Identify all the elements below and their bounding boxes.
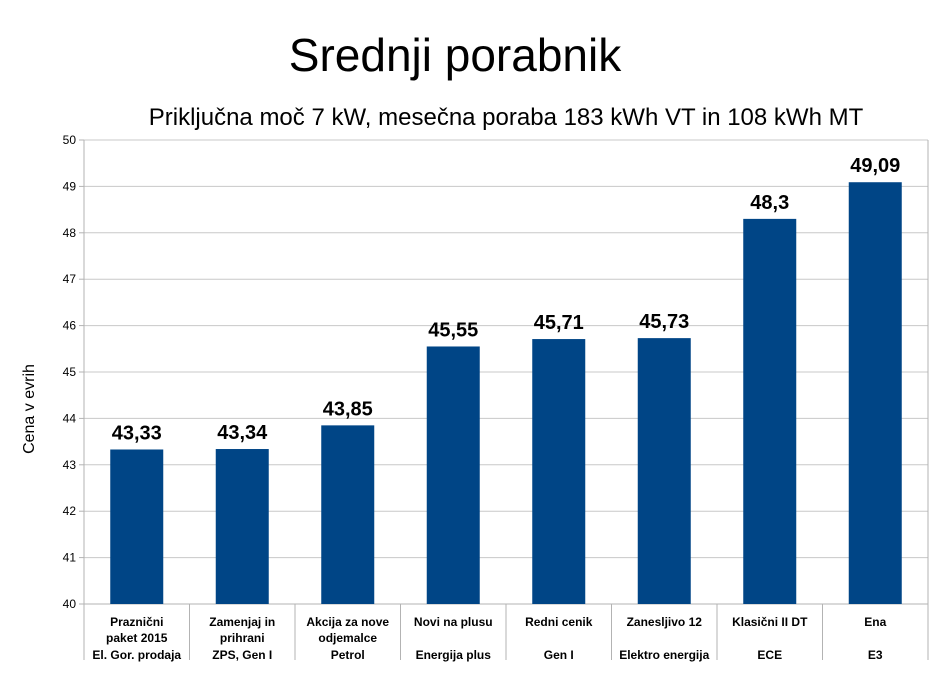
category-label: Klasični II DT bbox=[732, 615, 808, 629]
data-label: 48,3 bbox=[750, 192, 789, 214]
category-supplier-label: ZPS, Gen I bbox=[212, 648, 272, 662]
category-label: odjemalce bbox=[318, 631, 377, 645]
bar bbox=[848, 182, 902, 604]
category-label: Zanesljivo 12 bbox=[627, 615, 703, 629]
y-tick-label: 43 bbox=[63, 458, 77, 472]
y-tick-label: 40 bbox=[63, 597, 77, 611]
y-tick-label: 42 bbox=[63, 504, 77, 518]
category-supplier-label: Petrol bbox=[331, 648, 365, 662]
data-label: 49,09 bbox=[850, 155, 900, 177]
category-label: paket 2015 bbox=[106, 631, 168, 645]
y-tick-label: 49 bbox=[63, 179, 77, 193]
category-label: Redni cenik bbox=[525, 615, 593, 629]
y-tick-label: 41 bbox=[63, 551, 77, 565]
bar bbox=[637, 338, 691, 604]
y-tick-label: 45 bbox=[63, 365, 77, 379]
category-label: prihrani bbox=[220, 631, 265, 645]
category-supplier-label: E3 bbox=[868, 648, 883, 662]
y-tick-label: 50 bbox=[63, 133, 77, 147]
category-supplier-label: Gen I bbox=[544, 648, 574, 662]
category-label: Novi na plusu bbox=[414, 615, 493, 629]
y-tick-label: 48 bbox=[63, 226, 77, 240]
bar bbox=[321, 425, 375, 604]
bar bbox=[215, 449, 269, 604]
y-tick-label: 44 bbox=[63, 411, 77, 425]
data-label: 43,33 bbox=[112, 422, 162, 444]
category-supplier-label: Energija plus bbox=[416, 648, 492, 662]
category-label: Praznični bbox=[110, 615, 163, 629]
category-label: Ena bbox=[864, 615, 886, 629]
category-supplier-label: ECE bbox=[757, 648, 782, 662]
y-tick-label: 46 bbox=[63, 319, 77, 333]
category-label: Akcija za nove bbox=[306, 615, 389, 629]
data-label: 43,85 bbox=[323, 398, 373, 420]
category-supplier-label: Elektro energija bbox=[619, 648, 709, 662]
data-label: 45,73 bbox=[639, 311, 689, 333]
y-tick-label: 47 bbox=[63, 272, 77, 286]
chart-title: Srednji porabnik bbox=[288, 29, 622, 81]
bar bbox=[743, 218, 797, 604]
bar bbox=[426, 346, 480, 604]
category-supplier-label: El. Gor. prodaja bbox=[92, 648, 181, 662]
data-label: 45,55 bbox=[428, 319, 478, 341]
chart-subtitle: Priključna moč 7 kW, mesečna poraba 183 … bbox=[148, 104, 864, 131]
data-label: 45,71 bbox=[534, 312, 584, 334]
data-label: 43,34 bbox=[217, 422, 268, 444]
bar bbox=[532, 339, 586, 604]
bar bbox=[110, 449, 164, 604]
category-label: Zamenjaj in bbox=[209, 615, 275, 629]
